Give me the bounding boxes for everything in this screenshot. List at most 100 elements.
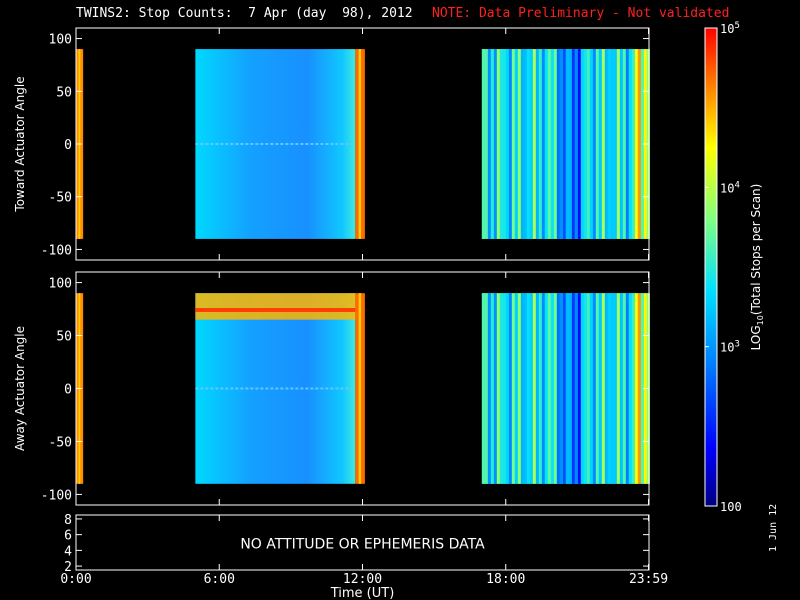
scan-column — [502, 49, 506, 239]
y-tick-label: -100 — [41, 243, 72, 258]
y-tick-label: 50 — [56, 330, 72, 345]
scan-column — [550, 293, 554, 484]
x-tick-label: 23:59 — [629, 572, 668, 587]
colorbar-label: LOG10(Total Stops per Scan) — [749, 184, 765, 351]
scan-column — [604, 293, 608, 484]
x-axis-label: Time (UT) — [330, 586, 395, 600]
scan-column — [556, 49, 560, 239]
y-tick-label: -100 — [41, 488, 72, 503]
y-tick-label: 0 — [64, 138, 72, 153]
scan-column — [640, 49, 644, 239]
scan-column — [514, 49, 518, 239]
scan-column — [490, 293, 494, 484]
scan-column — [616, 293, 620, 484]
scan-column — [589, 293, 593, 484]
scan-column — [571, 49, 575, 239]
scan-column — [496, 49, 500, 239]
y-axis-label: Away Actuator Angle — [13, 326, 27, 451]
heatmap-segment-3 — [355, 49, 365, 239]
scan-column — [640, 293, 644, 484]
scan-column — [583, 49, 587, 239]
scan-column — [595, 49, 599, 239]
scan-column — [625, 293, 629, 484]
scan-column — [610, 49, 614, 239]
scan-column — [634, 49, 638, 239]
chart-note: NOTE: Data Preliminary - Not validated — [432, 6, 730, 21]
scan-column — [628, 49, 632, 239]
segment-stripe — [358, 293, 362, 484]
scan-column — [559, 293, 563, 484]
scan-column — [631, 49, 635, 239]
scan-column — [610, 293, 614, 484]
scan-column — [601, 293, 605, 484]
scan-column — [493, 293, 497, 484]
scan-column — [529, 49, 533, 239]
scan-column — [586, 49, 590, 239]
scan-column — [574, 293, 578, 484]
scan-column — [487, 293, 491, 484]
footer-date: 1 Jun 12 — [768, 503, 779, 552]
scan-column — [622, 49, 626, 239]
scan-column — [544, 293, 548, 484]
scan-column — [637, 293, 641, 484]
scan-column — [484, 293, 488, 484]
scan-column — [535, 293, 539, 484]
scan-column — [598, 293, 602, 484]
y-tick-label: 100 — [49, 33, 72, 48]
panel-2: -100 -50 0 50 100 Away Actuator Angle — [13, 271, 650, 506]
scan-column — [523, 293, 527, 484]
scan-column — [565, 293, 569, 484]
scan-column — [520, 293, 524, 484]
y-tick-label: -50 — [49, 435, 72, 450]
scan-column — [541, 49, 545, 239]
scan-column — [499, 49, 503, 239]
scan-column — [547, 293, 551, 484]
scan-column — [613, 49, 617, 239]
scan-column — [634, 293, 638, 484]
scan-column — [517, 49, 521, 239]
scan-column — [568, 49, 572, 239]
scan-column — [547, 49, 551, 239]
scan-column — [562, 293, 566, 484]
scan-column — [595, 293, 599, 484]
scan-column — [487, 49, 491, 239]
scan-column — [529, 293, 533, 484]
scan-column — [550, 49, 554, 239]
scan-column — [616, 49, 620, 239]
scan-column — [490, 49, 494, 239]
scan-column — [508, 49, 512, 239]
y-tick-label: 0 — [64, 383, 72, 398]
heatmap-segment-2 — [195, 293, 356, 484]
colorbar-tick-label: 105 — [720, 21, 740, 36]
scan-column — [505, 49, 509, 239]
time-axis: 0:00 6:00 12:00 18:00 23:59 Time (UT) — [60, 572, 668, 600]
scan-column — [481, 293, 485, 484]
scan-column — [637, 49, 641, 239]
scan-column — [592, 293, 596, 484]
scan-column — [574, 49, 578, 239]
colorbar-tick-label: 100 — [720, 500, 742, 514]
scan-column — [553, 49, 557, 239]
scan-column — [520, 49, 524, 239]
scan-column — [514, 293, 518, 484]
scan-column — [481, 49, 485, 239]
heatmap-segment-2 — [195, 49, 356, 239]
y-tick-label: 4 — [64, 544, 72, 559]
scan-column — [541, 293, 545, 484]
scan-column — [565, 49, 569, 239]
scan-column — [496, 293, 500, 484]
scan-column — [502, 293, 506, 484]
band-core — [195, 308, 356, 313]
scan-column — [532, 293, 536, 484]
scan-column — [526, 49, 530, 239]
scan-column — [622, 293, 626, 484]
x-tick-label: 18:00 — [486, 572, 525, 587]
segment-stripe — [358, 49, 362, 239]
scan-column — [607, 293, 611, 484]
heatmap-segment-4 — [481, 293, 650, 484]
scan-column — [562, 49, 566, 239]
y-tick-label: 100 — [49, 277, 72, 292]
colorbar-tick-label: 104 — [720, 180, 740, 195]
